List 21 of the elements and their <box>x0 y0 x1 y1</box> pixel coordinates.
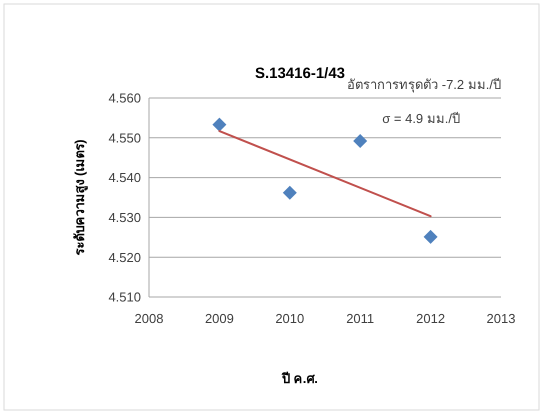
x-axis-title: ปี ค.ศ. <box>281 371 318 386</box>
y-tick-label: 4.540 <box>108 170 141 186</box>
x-tick-label: 2013 <box>486 311 516 326</box>
y-tick-label: 4.520 <box>108 250 141 265</box>
chart-title: S.13416-1/43 <box>254 65 346 82</box>
y-axis-title: ระดับความสูง (เมตร) <box>72 139 88 256</box>
y-tick-label: 4.560 <box>108 90 141 106</box>
y-tick-label: 4.550 <box>108 130 141 146</box>
x-tick-label: 2009 <box>204 311 234 326</box>
annotation: σ = 4.9 มม./ปี <box>382 111 460 126</box>
x-tick-label: 2012 <box>416 311 446 326</box>
y-tick-label: 4.510 <box>108 290 141 305</box>
point <box>212 118 226 132</box>
text: อัตราการทรุดตัว -7.2 มม./ปี <box>347 77 501 93</box>
y-tick-label: 4.530 <box>108 210 141 225</box>
point <box>353 134 368 148</box>
point <box>282 186 297 200</box>
x-tick-label: 2011 <box>346 311 374 326</box>
x-tick-label: 2008 <box>134 311 164 326</box>
x-tick-label: 2010 <box>275 311 304 326</box>
point <box>424 230 438 244</box>
